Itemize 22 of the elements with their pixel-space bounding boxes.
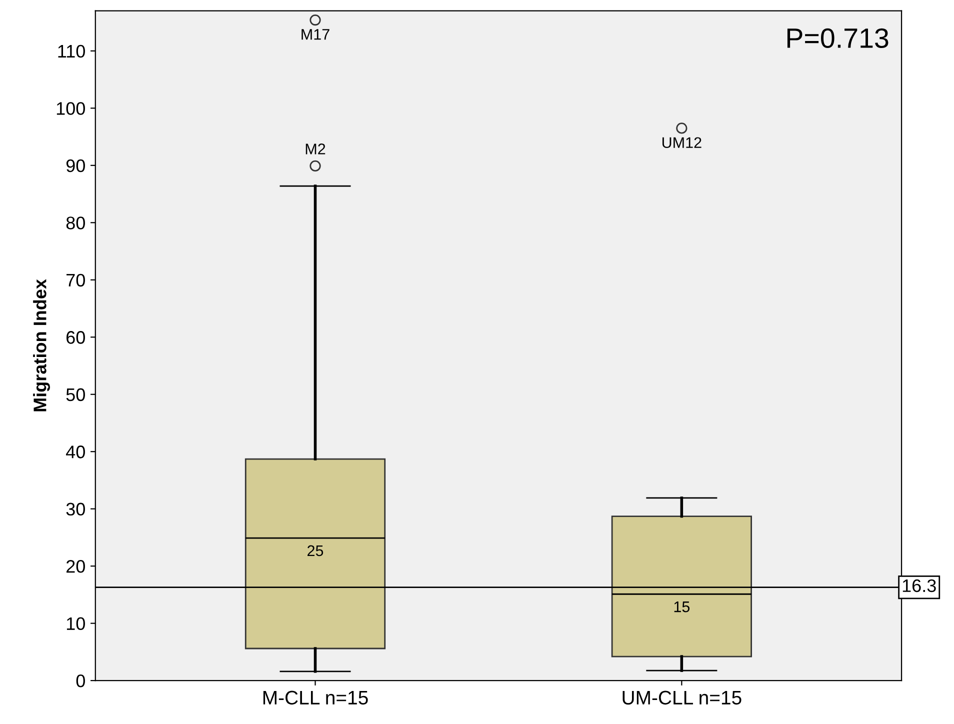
- ref-line-label: 16.3: [902, 579, 936, 592]
- x-tick-label: UM-CLL n=15: [622, 690, 742, 705]
- y-tick-label: 30: [66, 502, 85, 516]
- annotation: M2: [306, 144, 326, 154]
- y-tick-label: 40: [66, 446, 85, 458]
- annotation: 25: [308, 545, 324, 556]
- y-tick-label: 100: [56, 102, 85, 115]
- y-tick-label: 110: [58, 44, 85, 58]
- annotation: 15: [674, 602, 690, 612]
- x-tick-label: M-CLL n=15: [263, 690, 368, 705]
- y-tick-label: 90: [66, 159, 85, 172]
- y-tick-label: 20: [66, 560, 85, 573]
- y-tick-label: 70: [66, 274, 85, 287]
- annotation: UM12: [662, 137, 702, 148]
- y-tick-label: 10: [66, 617, 85, 630]
- y-tick-label: 0: [76, 674, 85, 688]
- annotation: M17: [302, 29, 330, 40]
- y-axis-title: Migration Index: [33, 279, 50, 412]
- y-tick-label: 50: [66, 388, 85, 402]
- annotation: P=0.713: [787, 28, 888, 48]
- y-tick-label: 60: [66, 331, 85, 344]
- y-tick-label: 80: [66, 216, 85, 230]
